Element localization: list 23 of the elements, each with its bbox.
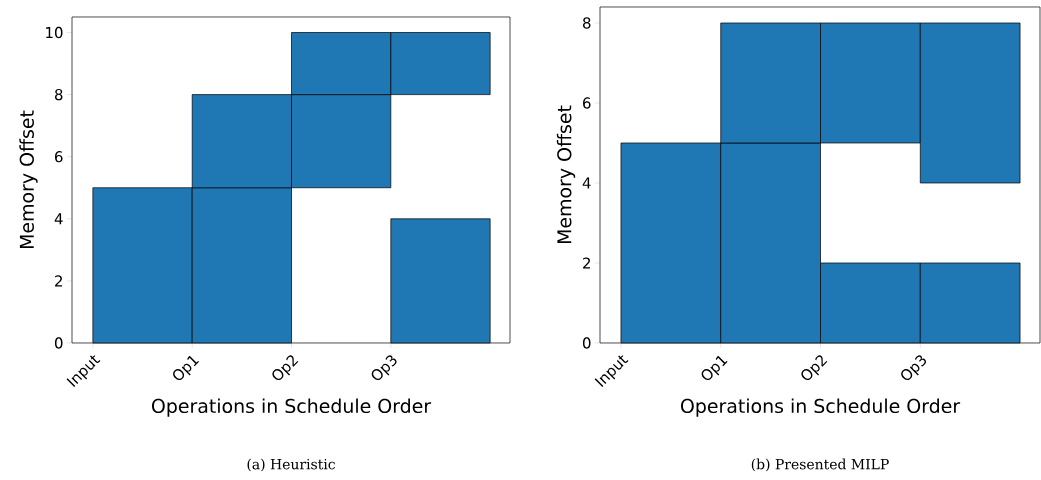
x-tick-label: Op3 bbox=[901, 355, 927, 381]
y-tick-label: 4 bbox=[582, 177, 591, 189]
x-tick-label: Op1 bbox=[173, 355, 200, 381]
x-tick-label: Op2 bbox=[272, 355, 299, 381]
x-tick-label: Op2 bbox=[801, 355, 828, 381]
y-tick-label: 6 bbox=[583, 97, 591, 109]
x-tick-label: Op1 bbox=[701, 355, 728, 381]
y-tick-label: 4 bbox=[54, 213, 63, 225]
y-axis-title: Memory Offset bbox=[19, 110, 38, 249]
x-axis-title: Operations in Schedule Order bbox=[152, 398, 432, 417]
y-tick-label: 10 bbox=[46, 26, 63, 39]
y-tick-label: 2 bbox=[583, 257, 590, 269]
text: (b) Presented MILP bbox=[751, 458, 889, 472]
y-tick-label: 8 bbox=[55, 88, 63, 101]
y-tick-label: 8 bbox=[583, 17, 591, 29]
y-axis-title: Memory Offset bbox=[556, 105, 576, 244]
y-tick-label: 6 bbox=[55, 151, 63, 163]
y-tick-label: 0 bbox=[582, 337, 591, 349]
y-tick-label: 2 bbox=[55, 275, 62, 287]
x-tick-label: Op3 bbox=[371, 355, 397, 381]
x-axis-title: Operations in Schedule Order bbox=[681, 398, 961, 417]
y-tick-label: 0 bbox=[54, 337, 63, 349]
text: (a) Heuristic bbox=[247, 458, 335, 472]
